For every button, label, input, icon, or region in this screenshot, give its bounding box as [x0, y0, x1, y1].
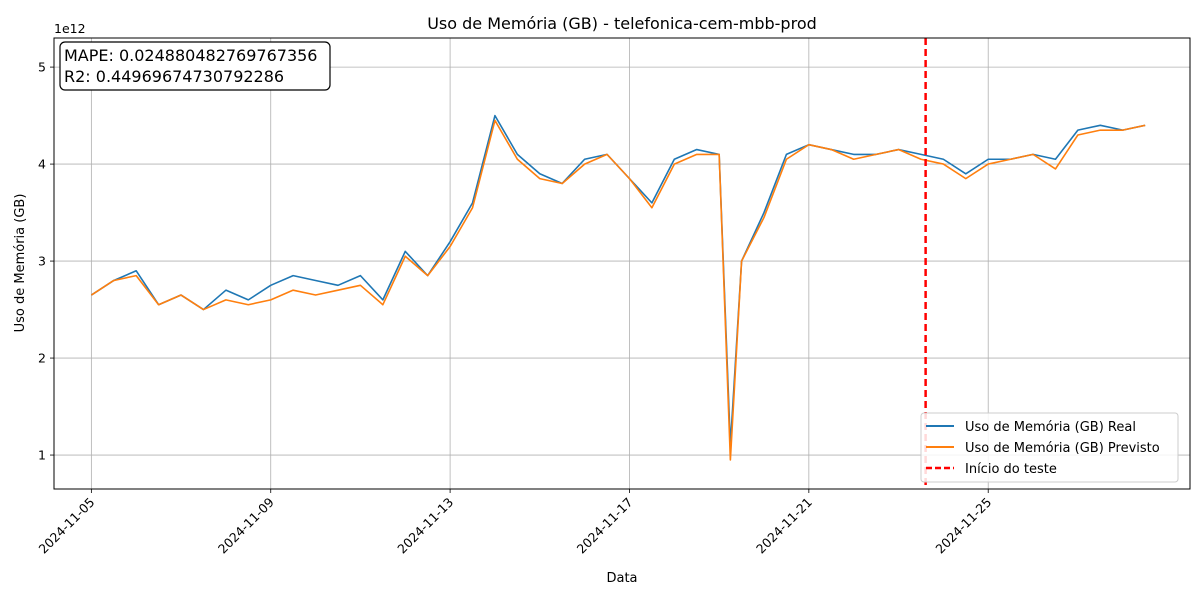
legend-label-real: Uso de Memória (GB) Real	[965, 420, 1136, 435]
y-offset-label: 1e12	[54, 21, 86, 36]
series-layer	[90, 114, 1146, 461]
metrics-box-frame	[59, 41, 331, 91]
y-tick-label: 4	[38, 157, 46, 172]
y-tick-label: 2	[38, 351, 46, 366]
legend-label-test-start: Início do teste	[965, 462, 1057, 477]
y-tick-label: 5	[38, 60, 46, 75]
r2-text: R2: 0.44969674730792286	[64, 67, 284, 86]
legend-label-predicted: Uso de Memória (GB) Previsto	[965, 441, 1160, 456]
metrics-box: MAPE: 0.024880482769767356 R2: 0.4496967…	[59, 41, 331, 91]
y-tick-label: 3	[38, 254, 46, 269]
plot-frame	[53, 37, 1191, 490]
chart-title: Uso de Memória (GB) - telefonica-cem-mbb…	[427, 14, 817, 33]
legend: Uso de Memória (GB) Real Uso de Memória …	[920, 412, 1179, 483]
y-axis-label: Uso de Memória (GB)	[13, 194, 28, 333]
series-line-predicted	[90, 119, 1146, 461]
mape-text: MAPE: 0.024880482769767356	[64, 46, 317, 65]
y-tick-label: 1	[38, 448, 46, 463]
x-axis-label: Data	[606, 571, 637, 586]
legend-frame	[920, 412, 1179, 483]
